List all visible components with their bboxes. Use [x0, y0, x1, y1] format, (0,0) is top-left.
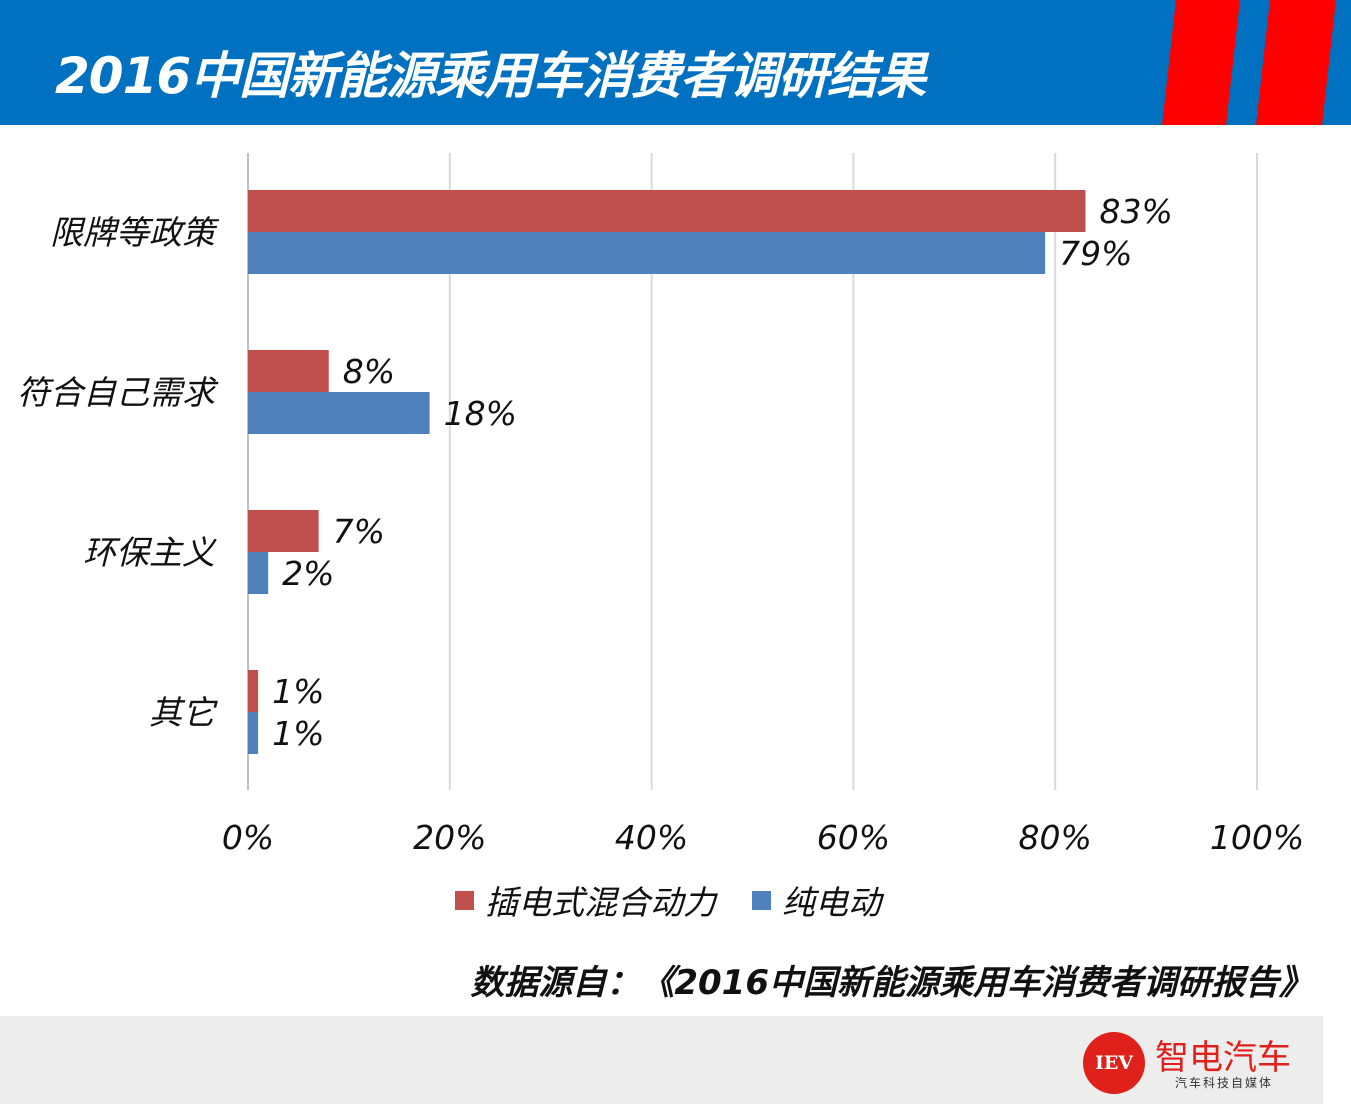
- page-title: 2016中国新能源乘用车消费者调研结果: [55, 47, 926, 105]
- bar-phev: [248, 350, 329, 392]
- data-label: 83%: [1099, 192, 1172, 231]
- bar-phev: [248, 510, 319, 552]
- bar-phev: [248, 670, 259, 712]
- logo-subtitle: 汽车科技自媒体: [1175, 1076, 1274, 1090]
- bar-bev: [248, 552, 269, 594]
- x-tick-label: 40%: [615, 818, 688, 857]
- data-label: 79%: [1059, 234, 1132, 273]
- bar-phev: [248, 190, 1086, 232]
- x-tick-label: 60%: [817, 818, 890, 857]
- bar-bev: [248, 392, 430, 434]
- x-tick-label: 20%: [413, 818, 486, 857]
- footer-bar: IEV 智电汽车 汽车科技自媒体: [0, 1016, 1323, 1104]
- data-label: 2%: [282, 554, 334, 593]
- red-stripe-1: [1162, 0, 1240, 125]
- legend-label: 插电式混合动力: [485, 883, 719, 922]
- data-label: 1%: [272, 714, 324, 753]
- source-note: 数据源自：《2016中国新能源乘用车消费者调研报告》: [470, 963, 1313, 1003]
- legend: 插电式混合动力 纯电动: [455, 883, 885, 922]
- legend-label: 纯电动: [782, 883, 885, 922]
- bar-chart: 0% 20% 40% 60% 80% 100% 限牌等政策 83%79% 符合自己需求 8% 18%…: [17, 153, 1304, 922]
- legend-swatch: [752, 891, 771, 910]
- data-label: 8%: [343, 352, 395, 391]
- category-label: 符合自己需求: [17, 373, 219, 412]
- logo-abbr: IEV: [1094, 1052, 1134, 1074]
- x-tick-label: 0%: [222, 818, 274, 857]
- logo-badge: IEV: [1083, 1032, 1145, 1094]
- x-tick-label: 80%: [1019, 818, 1092, 857]
- data-label: 7%: [333, 512, 385, 551]
- category-label: 环保主义: [83, 533, 217, 572]
- data-label: 1%: [272, 672, 324, 711]
- data-label: 18%: [444, 394, 517, 433]
- x-tick-label: 100%: [1210, 818, 1304, 857]
- header-background: [0, 0, 1351, 125]
- bar-layer: [248, 190, 1086, 754]
- category-label: 限牌等政策: [50, 213, 220, 252]
- logo-name: 智电汽车: [1155, 1038, 1291, 1078]
- header-banner: 2016中国新能源乘用车消费者调研结果: [0, 0, 1351, 125]
- category-label: 其它: [149, 693, 218, 732]
- bar-bev: [248, 712, 259, 754]
- legend-swatch: [455, 891, 474, 910]
- label-layer: 0% 20% 40% 60% 80% 100% 限牌等政策 83%79% 符合自己需求 8% 18%…: [17, 192, 1304, 857]
- bar-bev: [248, 232, 1046, 274]
- red-stripe-2: [1256, 0, 1336, 125]
